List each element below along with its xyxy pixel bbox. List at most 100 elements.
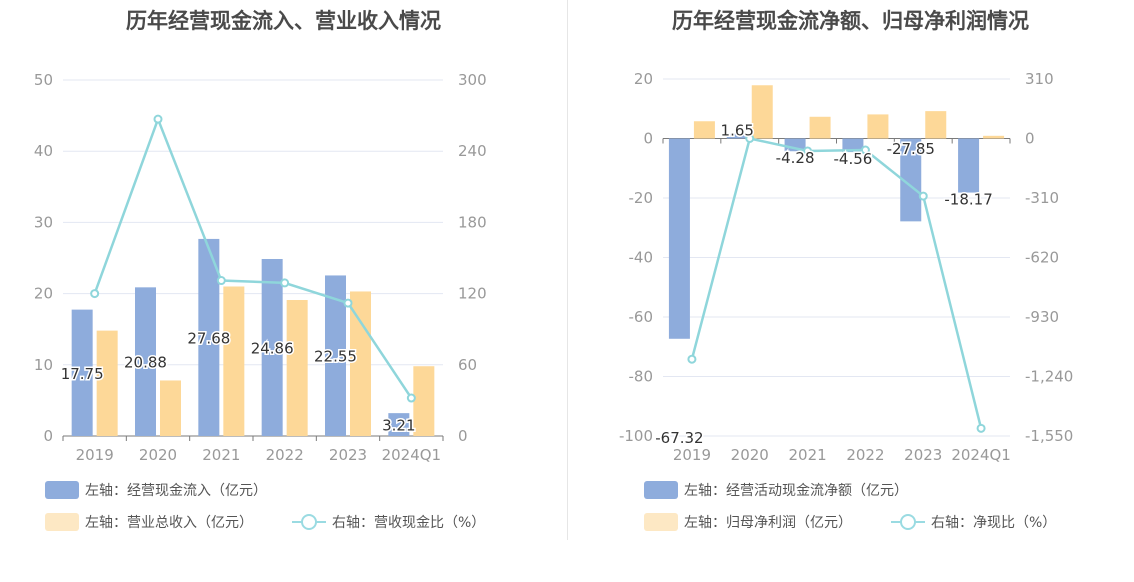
line-point [918, 191, 928, 201]
line-point [90, 289, 100, 299]
bar-series-1 [261, 258, 283, 436]
left-axis-tick-label: 0 [643, 130, 653, 148]
left-axis-tick-label: 40 [34, 142, 53, 160]
bar-data-label: -27.85 [887, 140, 935, 158]
legend-label: 左轴：经营活动现金流净额（亿元） [684, 483, 908, 499]
line-series [690, 137, 983, 429]
legend-item-ratio[interactable]: 右轴：营收现金比（%） [292, 512, 485, 532]
x-axis-tick-label: 2022 [846, 446, 884, 464]
left-axis-tick-label: 0 [43, 427, 53, 445]
bar-series-2 [809, 116, 831, 139]
bar-series-2 [751, 85, 773, 139]
bar-series-2 [160, 380, 181, 436]
x-axis-tick-label: 2021 [202, 446, 240, 464]
line-series [93, 115, 413, 399]
bar-series-1 [958, 138, 980, 193]
line-point [280, 278, 290, 288]
line-point [803, 146, 813, 156]
right-axis-tick-label: -1,550 [1025, 427, 1073, 445]
bar-series-2 [413, 366, 435, 436]
right-axis-tick-label: 310 [1025, 70, 1054, 88]
line-point [216, 276, 226, 286]
bar-data-label: 22.55 [314, 348, 357, 366]
bar-series-1 [135, 287, 156, 436]
x-axis-tick-label: 2021 [788, 446, 826, 464]
right-chart-svg: -100 -1,550 -80 -1,240 -60 -930 -40 -620 -20 -310… [619, 70, 1073, 464]
legend-item-net-cash-flow[interactable]: 左轴：经营活动现金流净额（亿元） [644, 480, 908, 500]
bar-data-label: -4.28 [776, 149, 815, 167]
legend-swatch [644, 481, 678, 499]
bar-series-2 [223, 286, 245, 436]
legend-label: 右轴：营收现金比（%） [332, 515, 486, 531]
bar-series-1 [71, 309, 93, 436]
right-axis-tick-label: 120 [458, 285, 487, 303]
bar-series-1 [198, 238, 220, 436]
bar-series-2 [867, 114, 889, 139]
right-chart-panel: 历年经营现金流净额、归母净利润情况 -100 -1,550 -80 -1,240 -60… [567, 0, 1134, 582]
legend-swatch [644, 513, 678, 531]
right-axis-tick-label: 60 [458, 356, 477, 374]
bar-series-2 [96, 330, 118, 436]
line-point [343, 298, 353, 308]
bar-series-2 [983, 135, 1005, 139]
bar-data-label: 3.21 [382, 417, 415, 435]
line-point [860, 145, 870, 155]
legend-line-icon [891, 513, 925, 531]
legend-item-net-cash-ratio[interactable]: 右轴：净现比（%） [891, 512, 1056, 532]
right-axis-tick-label: -1,240 [1025, 368, 1073, 386]
line-point [153, 114, 163, 124]
bar-series-1 [726, 133, 748, 139]
bar-data-label: 27.68 [187, 329, 230, 347]
panel-divider [567, 0, 568, 540]
x-axis-tick-label: 2024Q1 [382, 446, 442, 464]
right-axis-tick-label: 300 [458, 71, 487, 89]
left-chart-panel: 历年经营现金流入、营业收入情况 0 0 10 60 20 120 30 180 40 240 50 3… [34, 9, 487, 532]
bar-series-1 [325, 275, 346, 436]
left-chart-svg: 0 0 10 60 20 120 30 180 40 240 50 300 2019 2020 2021 20… [34, 71, 487, 464]
left-axis-tick-label: 30 [34, 213, 53, 231]
left-axis-tick-label: -80 [629, 368, 654, 386]
bar-series-1 [842, 138, 864, 153]
bar-series-2 [925, 111, 947, 139]
bar-data-label: 24.86 [251, 339, 294, 357]
bar-data-label: 20.88 [124, 354, 167, 372]
x-axis-tick-label: 2020 [731, 446, 769, 464]
bar-data-label: -18.17 [944, 191, 992, 209]
bar-series-1 [668, 138, 690, 339]
left-axis-tick-label: 20 [34, 285, 53, 303]
legend-label: 左轴：营业总收入（亿元） [85, 515, 253, 531]
legend-label: 左轴：经营现金流入（亿元） [85, 483, 267, 499]
x-axis-tick-label: 2019 [76, 446, 114, 464]
legend-swatch [45, 513, 79, 531]
legend-item-net-profit[interactable]: 左轴：归母净利润（亿元） [644, 512, 852, 532]
left-axis-tick-label: -20 [629, 189, 654, 207]
line-point [745, 134, 755, 143]
x-axis-tick-label: 2019 [673, 446, 711, 464]
left-axis-tick-label: -40 [629, 249, 654, 267]
legend-line-icon [292, 513, 326, 531]
right-axis-tick-label: -310 [1025, 189, 1059, 207]
bar-data-label: -4.56 [834, 150, 873, 168]
legend-item-cash-inflow[interactable]: 左轴：经营现金流入（亿元） [45, 480, 267, 500]
line-point [406, 393, 416, 403]
bar-series-2 [286, 300, 308, 436]
bar-data-label: -67.32 [655, 429, 703, 447]
left-axis-tick-label: 50 [34, 71, 53, 89]
line-point [976, 423, 986, 433]
x-axis-tick-label: 2020 [139, 446, 177, 464]
x-axis-tick-label: 2023 [904, 446, 942, 464]
left-axis-tick-label: -100 [619, 427, 653, 445]
x-axis-tick-label: 2022 [266, 446, 304, 464]
x-axis-tick-label: 2024Q1 [951, 446, 1011, 464]
left-axis-tick-label: -60 [629, 308, 654, 326]
bar-series-2 [693, 121, 715, 139]
right-axis-tick-label: 0 [458, 427, 468, 445]
legend-item-revenue[interactable]: 左轴：营业总收入（亿元） [45, 512, 253, 532]
right-axis-tick-label: -620 [1025, 249, 1059, 267]
right-axis-tick-label: -930 [1025, 308, 1059, 326]
right-axis-tick-label: 180 [458, 213, 487, 231]
chart-title: 历年经营现金流入、营业收入情况 [126, 9, 441, 33]
left-axis-tick-label: 20 [634, 70, 653, 88]
right-axis-tick-label: 0 [1025, 130, 1035, 148]
right-axis-tick-label: 240 [458, 142, 487, 160]
